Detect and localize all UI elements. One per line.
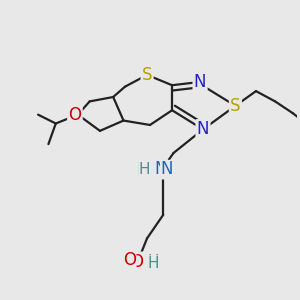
Text: S: S bbox=[142, 66, 152, 84]
Text: H: H bbox=[147, 256, 159, 271]
Text: N: N bbox=[194, 73, 206, 91]
Text: O: O bbox=[130, 253, 143, 271]
Text: O: O bbox=[123, 250, 136, 268]
Text: H: H bbox=[139, 162, 150, 177]
Text: N: N bbox=[197, 120, 209, 138]
Text: N: N bbox=[160, 160, 173, 178]
Text: O: O bbox=[68, 106, 81, 124]
Text: H: H bbox=[147, 254, 159, 269]
Text: S: S bbox=[230, 97, 241, 115]
Text: H: H bbox=[137, 162, 148, 177]
Text: N: N bbox=[154, 160, 167, 178]
